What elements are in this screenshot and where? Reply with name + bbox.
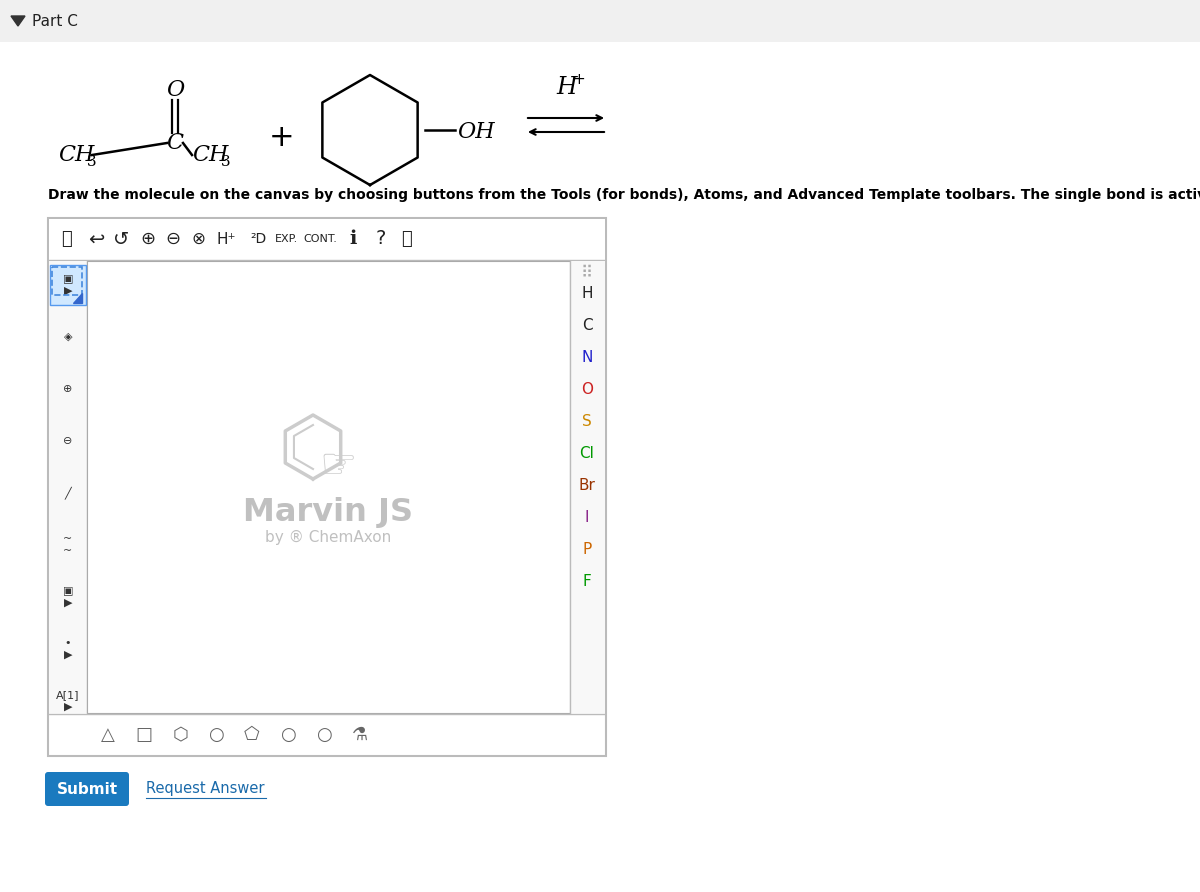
Text: ↺: ↺ [113,229,130,249]
Text: ⊖: ⊖ [166,230,180,248]
Text: CONT.: CONT. [304,234,337,244]
Bar [570,261,605,713]
Text: OH: OH [457,121,494,143]
Text: □: □ [136,726,152,744]
Text: Cl: Cl [580,445,594,460]
Text: ⊖: ⊖ [64,436,73,446]
Text: H: H [557,77,577,100]
Text: ╱: ╱ [65,486,71,500]
Text: +: + [572,72,586,87]
Text: ⠿: ⠿ [581,264,593,282]
Text: Draw the molecule on the canvas by choosing buttons from the Tools (for bonds), : Draw the molecule on the canvas by choos… [48,188,1200,202]
Text: A[1]
▶: A[1] ▶ [56,690,79,712]
FancyBboxPatch shape [46,772,130,806]
Text: F: F [583,574,592,589]
Text: ⤢: ⤢ [401,230,412,248]
Text: Br: Br [578,477,595,492]
Text: △: △ [101,726,115,744]
Text: ⊗: ⊗ [191,230,205,248]
Text: ◈: ◈ [64,332,72,342]
Text: Marvin JS: Marvin JS [242,497,413,527]
Text: H: H [581,285,593,301]
Text: ²D: ²D [250,232,266,246]
Text: ?: ? [376,229,386,249]
Text: Request Answer: Request Answer [146,781,264,797]
Text: I: I [584,509,589,524]
Text: ○: ○ [280,726,296,744]
Text: 🗋: 🗋 [61,230,71,248]
Text: ⊕: ⊕ [64,384,73,394]
Bar [0,0,1200,42]
Bar [88,261,570,713]
Text: O: O [166,79,184,101]
Text: P: P [582,541,592,557]
Text: ⬡: ⬡ [172,726,188,744]
Text: by ® ChemAxon: by ® ChemAxon [265,530,391,544]
Text: C: C [167,132,184,154]
Text: 3: 3 [88,155,97,169]
Text: ℹ: ℹ [349,229,356,249]
Text: ○: ○ [208,726,224,744]
Bar [49,261,88,713]
Text: ⬠: ⬠ [244,726,260,744]
Bar [52,267,82,295]
Text: ▣
▶: ▣ ▶ [62,274,73,296]
Bar [50,265,86,305]
Text: ☞: ☞ [319,444,356,486]
Text: ↩: ↩ [88,229,104,249]
Text: ⚗: ⚗ [352,726,368,744]
Bar [48,218,606,756]
Text: Submit: Submit [56,781,118,797]
Text: ~
~: ~ ~ [64,534,73,556]
Text: EXP.: EXP. [275,234,298,244]
Text: Part C: Part C [32,13,78,29]
Text: C: C [582,318,593,333]
Text: ⊕: ⊕ [140,230,156,248]
Text: H⁺: H⁺ [216,232,235,246]
Text: +: + [269,122,295,152]
Polygon shape [11,16,25,26]
Bar [49,219,605,260]
Text: O: O [581,382,593,397]
Text: ○: ○ [316,726,332,744]
Text: CH: CH [192,144,228,166]
Text: S: S [582,414,592,428]
Text: CH: CH [58,144,95,166]
Text: ▣
▶: ▣ ▶ [62,586,73,607]
Text: 3: 3 [221,155,230,169]
Polygon shape [73,293,82,303]
Text: N: N [581,350,593,365]
Text: •
▶: • ▶ [64,638,72,660]
